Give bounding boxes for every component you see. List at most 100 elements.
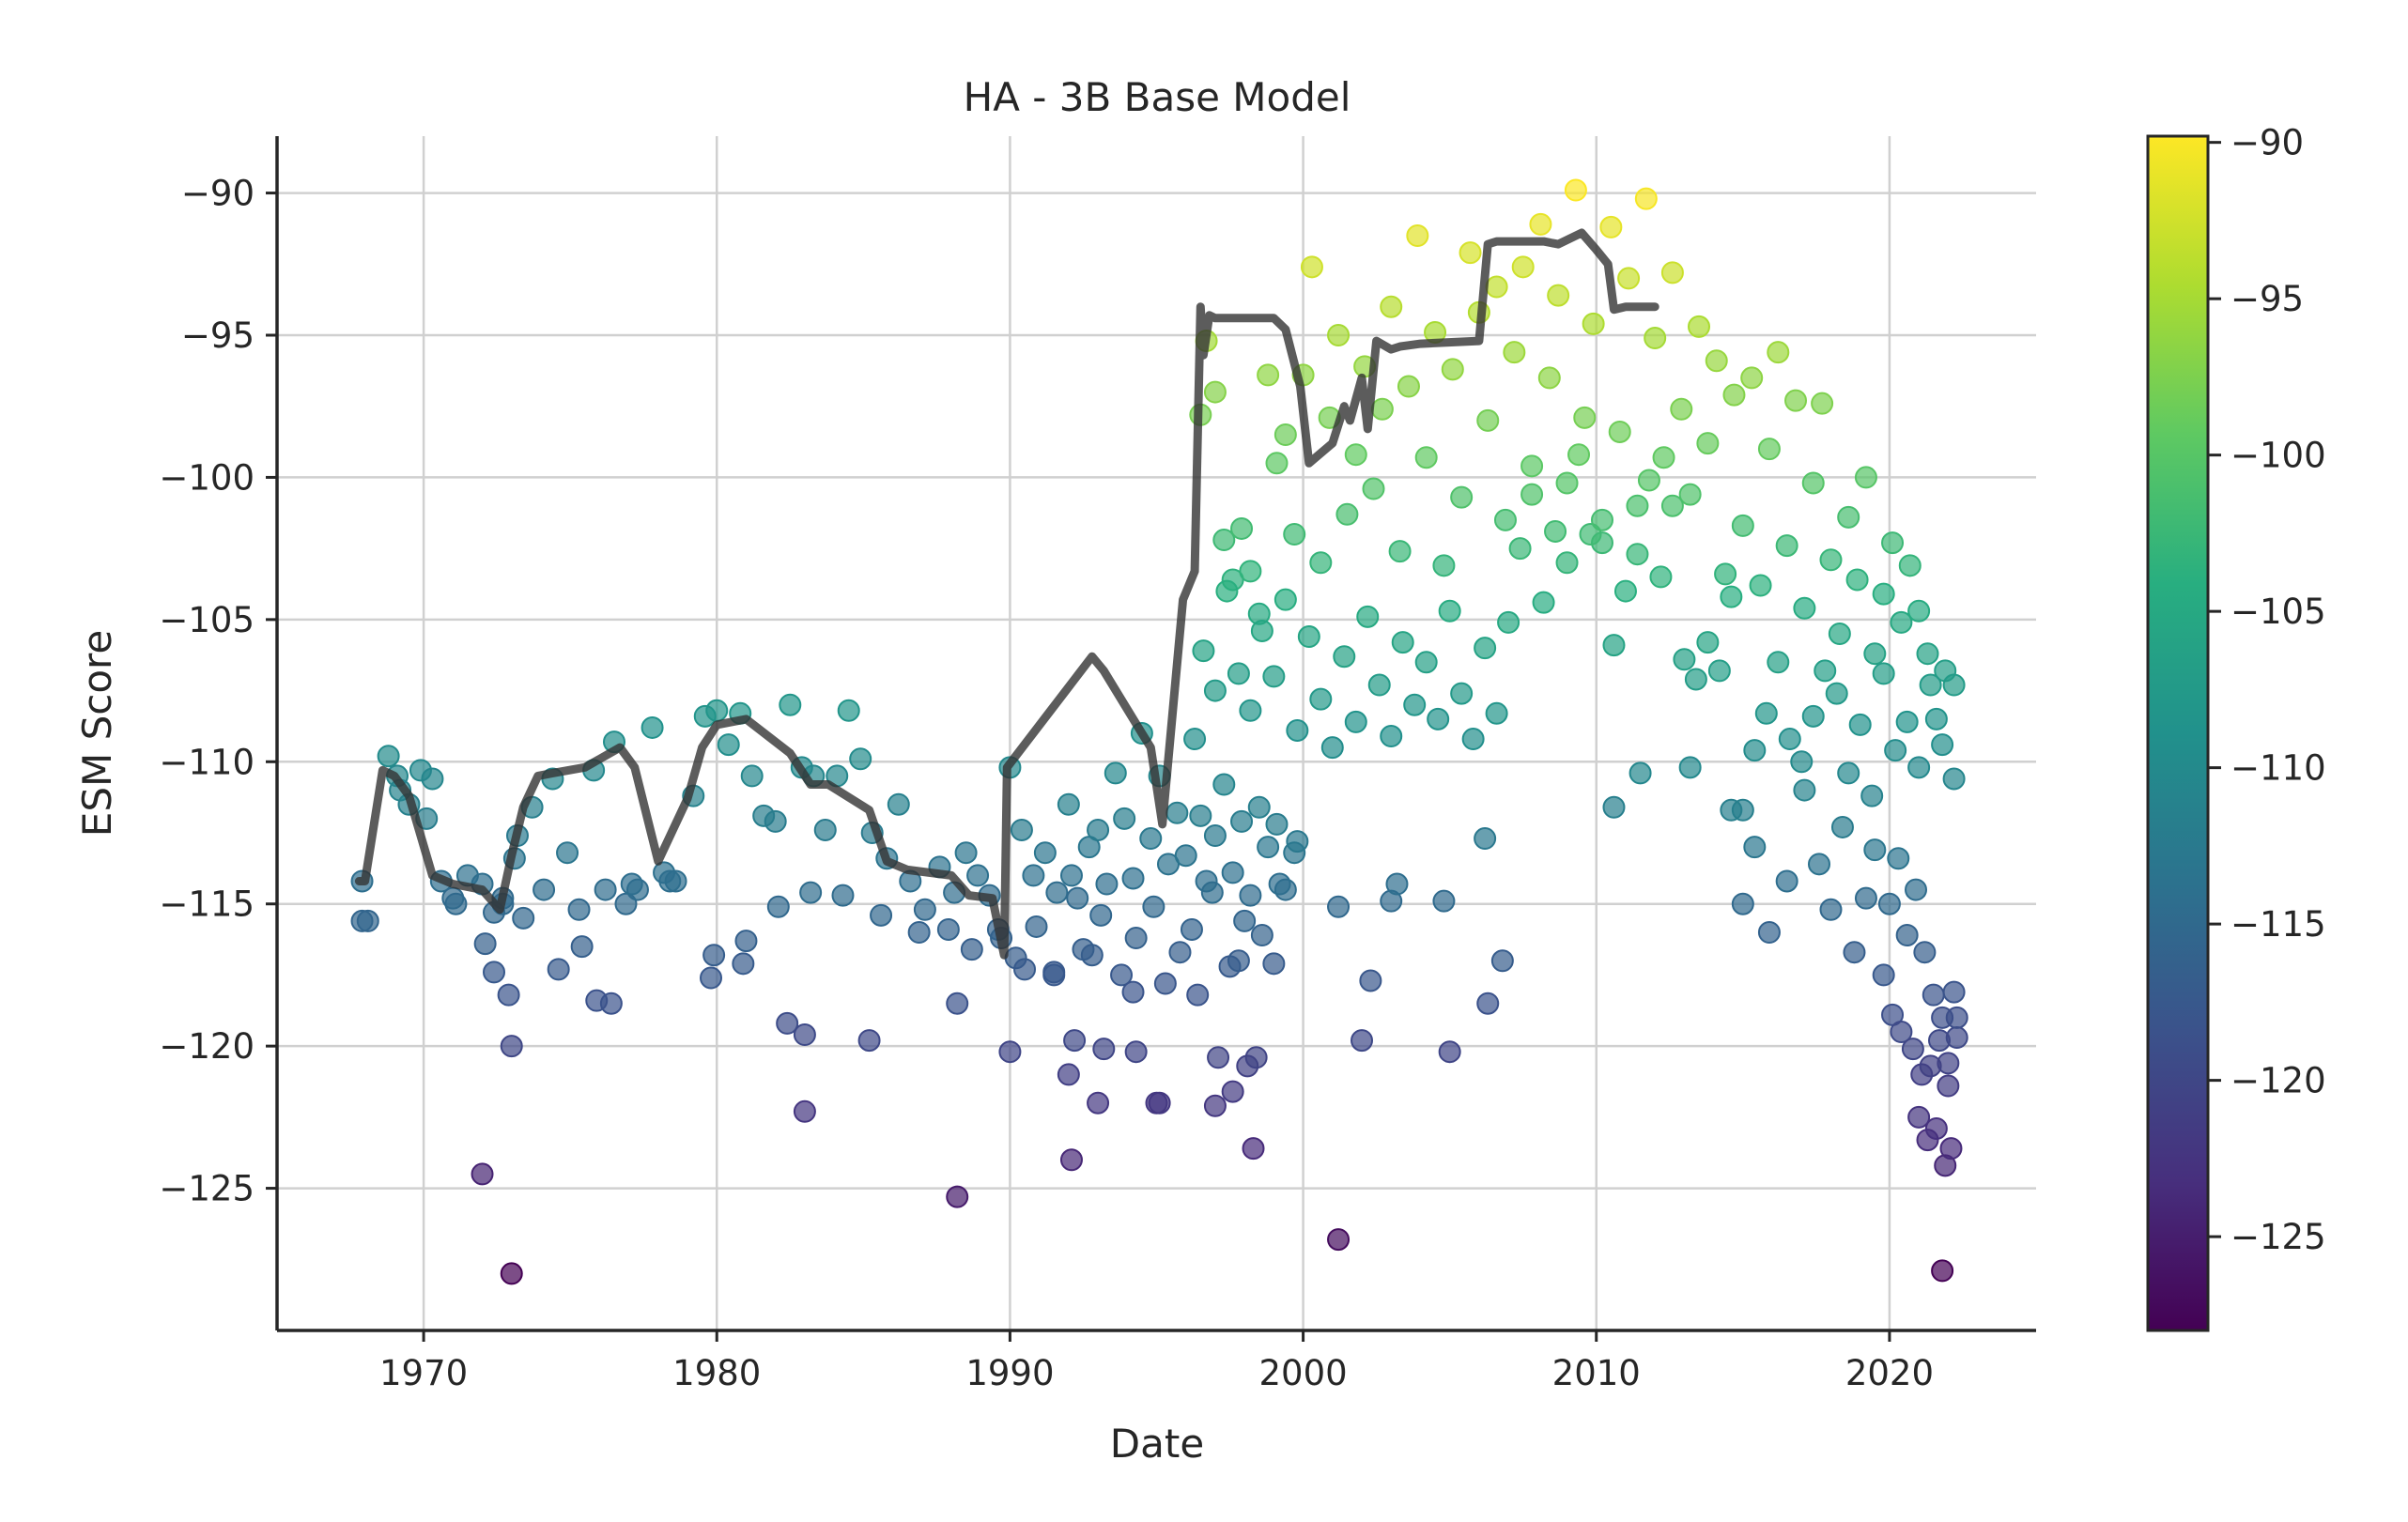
data-point (857, 1029, 881, 1053)
grid (277, 136, 2036, 1330)
data-point (1022, 864, 1045, 887)
data-point (1872, 582, 1895, 606)
data-point (1227, 662, 1250, 685)
data-point (1153, 972, 1177, 995)
data-point (1784, 389, 1808, 412)
data-point (1192, 639, 1215, 663)
data-point (813, 818, 837, 841)
data-point (1688, 315, 1711, 338)
data-point (1872, 662, 1895, 685)
data-point (1110, 963, 1134, 987)
data-point (1913, 941, 1937, 964)
data-point (1262, 952, 1286, 976)
x-tick-label: 2010 (1552, 1353, 1641, 1393)
data-point (1262, 665, 1286, 688)
data-point (702, 944, 726, 967)
data-point (1740, 366, 1764, 390)
data-point (497, 983, 520, 1007)
data-point (1722, 383, 1746, 407)
data-point (1203, 1094, 1227, 1117)
data-point (1257, 836, 1280, 859)
data-point (887, 792, 910, 816)
data-point (1863, 642, 1887, 666)
y-tick-label: −105 (159, 600, 255, 640)
data-point (1793, 596, 1816, 620)
data-point (570, 935, 594, 959)
data-point (1830, 815, 1854, 838)
data-point (1696, 432, 1720, 455)
data-point (936, 917, 960, 941)
data-point (1660, 494, 1684, 517)
data-point (1388, 540, 1412, 563)
data-point (1080, 944, 1104, 967)
data-point (1705, 349, 1728, 373)
data-point (1890, 1021, 1913, 1043)
data-point (1626, 494, 1649, 517)
data-point (1599, 215, 1623, 238)
data-point (1370, 397, 1394, 421)
colorbar-tick-label: −100 (2230, 436, 2326, 476)
data-point (705, 699, 729, 722)
data-point (1033, 841, 1057, 865)
data-point (1490, 949, 1514, 973)
data-point (1309, 687, 1333, 711)
x-tick-label: 2000 (1258, 1353, 1347, 1393)
data-point (1265, 452, 1289, 475)
data-point (831, 884, 855, 907)
data-point (1066, 886, 1089, 910)
data-point (1731, 892, 1754, 915)
colorbar-tick-label: −95 (2230, 279, 2304, 319)
data-point (1247, 795, 1271, 819)
data-point (594, 878, 617, 901)
data-point (1497, 610, 1520, 634)
data-point (1670, 397, 1693, 421)
data-point (1793, 778, 1816, 802)
data-point (1617, 267, 1641, 290)
data-point (1922, 983, 1945, 1007)
data-point (1230, 809, 1254, 833)
data-point (1063, 1029, 1087, 1053)
data-point (764, 809, 787, 833)
data-point (1087, 818, 1110, 841)
y-tick-label: −115 (159, 884, 255, 925)
data-point (1678, 756, 1702, 779)
x-tick-label: 1980 (672, 1353, 761, 1393)
data-point (960, 938, 983, 961)
data-point (1649, 565, 1673, 589)
data-point (1461, 728, 1485, 751)
data-point (793, 1099, 816, 1123)
data-point (1547, 284, 1570, 307)
data-point (700, 966, 723, 990)
data-point (1757, 921, 1781, 944)
data-point (1239, 699, 1262, 722)
data-point (1474, 827, 1497, 851)
data-point (1877, 892, 1901, 915)
data-point (1239, 560, 1262, 583)
data-point (954, 841, 978, 865)
data-point (998, 1040, 1022, 1064)
data-point (1168, 941, 1192, 964)
data-point (1757, 438, 1781, 461)
x-tick-label: 1990 (965, 1353, 1054, 1393)
data-point (512, 906, 535, 930)
data-point (1626, 543, 1649, 566)
data-point (1286, 830, 1309, 853)
data-point (1057, 1063, 1080, 1086)
data-point (1608, 420, 1631, 443)
data-point (1121, 867, 1145, 890)
data-point (1142, 895, 1165, 918)
data-point (1916, 642, 1939, 666)
data-point (1474, 637, 1497, 660)
data-point (1124, 927, 1148, 950)
data-point (1215, 579, 1239, 603)
data-point (1200, 881, 1224, 904)
data-point (1743, 739, 1767, 762)
data-point (849, 747, 872, 771)
data-point (1714, 562, 1737, 586)
data-point (1265, 812, 1289, 836)
data-point (1811, 392, 1834, 415)
data-point (1250, 619, 1273, 642)
data-point (1573, 406, 1597, 429)
data-point (1707, 659, 1731, 683)
data-point (1520, 483, 1544, 506)
